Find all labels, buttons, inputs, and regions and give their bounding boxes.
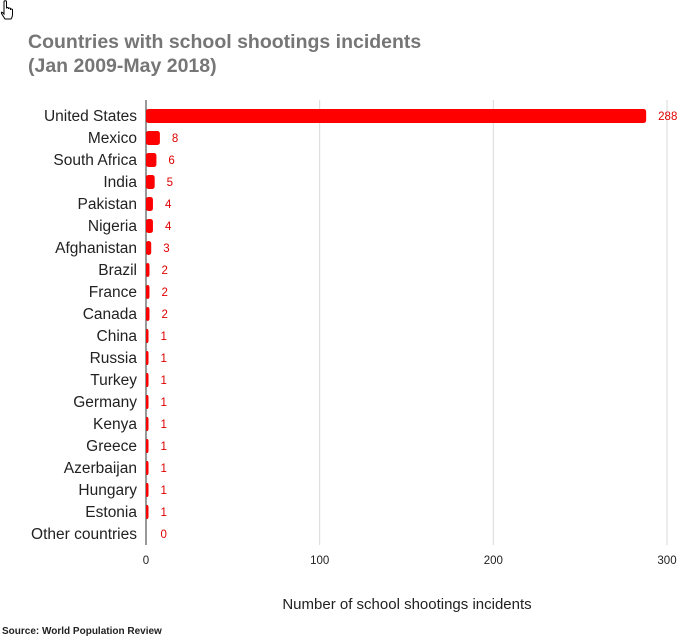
category-label: Mexico [88,130,137,147]
value-label: 1 [161,463,167,475]
bar [146,395,149,409]
value-label: 6 [168,155,174,167]
value-label: 1 [161,353,167,365]
bar [146,153,157,167]
bar [146,329,149,343]
value-label: 1 [161,507,167,519]
category-label: United States [44,108,137,125]
bar [146,461,149,475]
bar [146,241,152,255]
value-label: 1 [161,375,167,387]
value-label: 4 [165,221,172,233]
chart-title-line-1: Countries with school shootings incident… [28,31,422,53]
value-label: 4 [165,199,172,211]
value-label: 2 [161,287,167,299]
category-label: Azerbaijan [64,460,137,477]
x-tick-label: 200 [484,555,503,567]
bar [146,351,149,365]
value-label: 5 [167,177,173,189]
bar [146,483,149,497]
x-axis-title: Number of school shootings incidents [282,596,531,613]
category-label: Other countries [31,526,137,543]
category-label: China [97,328,138,345]
category-label: Greece [86,438,137,455]
value-label: 1 [161,397,167,409]
value-label: 1 [161,441,167,453]
bar [146,175,155,189]
category-label: Turkey [90,372,137,389]
value-label: 1 [161,419,167,431]
category-label: Canada [83,306,138,323]
category-label: Russia [90,350,138,367]
category-label: France [89,284,137,301]
bar [146,439,149,453]
value-label: 8 [172,133,178,145]
value-label: 2 [161,309,167,321]
bar [146,505,149,519]
value-label: 2 [161,265,167,277]
bar [146,219,153,233]
source-note: Source: World Population Review [2,626,162,637]
bar [146,109,647,123]
category-label: Estonia [85,504,137,521]
category-label: Nigeria [88,218,137,235]
category-label: India [103,174,137,191]
bar [146,373,149,387]
category-label: Germany [73,394,137,411]
x-tick-label: 300 [657,555,676,567]
value-label: 3 [163,243,169,255]
category-label: Afghanistan [55,240,137,257]
bar [146,263,150,277]
category-label: Brazil [98,262,137,279]
chart-title: Countries with school shootings incident… [28,30,421,78]
value-label: 1 [161,485,167,497]
category-label: Hungary [78,482,137,499]
bar [146,131,160,145]
bar [146,197,153,211]
category-label: South Africa [53,152,137,169]
bar [146,417,149,431]
chart-title-line-2: (Jan 2009-May 2018) [28,55,217,77]
value-label: 288 [658,111,677,123]
category-label: Pakistan [78,196,137,213]
x-tick-label: 0 [143,555,149,567]
category-label: Kenya [93,416,137,433]
hand-cursor-icon [0,0,13,20]
value-label: 1 [161,331,167,343]
bar [146,285,150,299]
bar [146,307,150,321]
value-label: 0 [161,529,167,541]
x-tick-label: 100 [310,555,329,567]
